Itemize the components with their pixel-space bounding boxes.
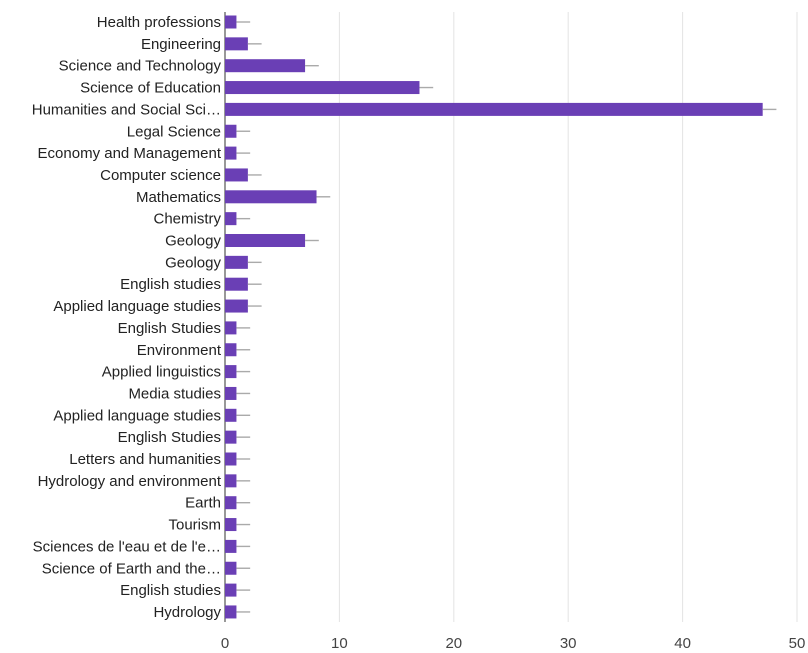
category-label: Legal Science — [127, 123, 221, 140]
bar — [225, 605, 237, 619]
category-label: Science of Education — [80, 80, 221, 97]
category-label: Applied linguistics — [102, 364, 221, 381]
category-label: Science of Earth and the… — [42, 560, 221, 577]
bar — [225, 15, 237, 29]
category-label: Mathematics — [136, 189, 221, 206]
x-tick-label: 10 — [331, 635, 348, 652]
bar — [225, 102, 763, 116]
bar — [225, 430, 237, 444]
bar — [225, 37, 248, 51]
category-label: Sciences de l'eau et de l'e… — [33, 538, 221, 555]
category-label: Humanities and Social Sci… — [32, 101, 221, 118]
category-label: Computer science — [100, 167, 221, 184]
x-tick-label: 40 — [674, 635, 691, 652]
bar — [225, 299, 248, 313]
bar — [225, 343, 237, 357]
x-tick-label: 20 — [445, 635, 462, 652]
bar — [225, 190, 317, 204]
bar — [225, 255, 248, 269]
category-label: Hydrology and environment — [38, 473, 222, 490]
bar — [225, 146, 237, 160]
bar — [225, 452, 237, 466]
bar — [225, 539, 237, 553]
error-bars — [236, 21, 777, 613]
bar — [225, 561, 237, 575]
category-label: English studies — [120, 276, 221, 293]
bar — [225, 474, 237, 488]
bar — [225, 518, 237, 532]
category-label: Chemistry — [153, 211, 221, 228]
category-label: Earth — [185, 495, 221, 512]
bar — [225, 81, 420, 95]
bar — [225, 321, 237, 335]
bars — [225, 15, 763, 619]
category-label: English Studies — [118, 429, 221, 446]
category-label: Environment — [137, 342, 222, 359]
x-tick-label: 50 — [789, 635, 806, 652]
bar — [225, 365, 237, 379]
category-label: Health professions — [97, 14, 221, 31]
category-label: English studies — [120, 582, 221, 599]
bar — [225, 212, 237, 226]
bar — [225, 496, 237, 510]
x-tick-label: 0 — [221, 635, 229, 652]
bar — [225, 124, 237, 138]
bar — [225, 234, 306, 247]
category-label: English Studies — [118, 320, 221, 337]
category-labels: Health professions Engineering Science and… — [32, 14, 222, 621]
category-label: Economy and Management — [38, 145, 222, 162]
x-tick-label: 30 — [560, 635, 577, 652]
bar — [225, 277, 248, 291]
category-label: Letters and humanities — [69, 451, 221, 468]
bar — [225, 59, 306, 73]
category-label: Media studies — [128, 385, 221, 402]
x-tick-labels: 0 10 20 30 40 50 — [221, 635, 806, 652]
bar — [225, 386, 237, 400]
category-label: Hydrology — [153, 604, 221, 621]
category-label: Tourism — [168, 517, 221, 534]
bar — [225, 168, 248, 182]
bar — [225, 408, 237, 422]
bar — [225, 583, 237, 597]
category-label: Science and Technology — [59, 58, 222, 75]
category-label: Geology — [165, 233, 221, 250]
category-label: Applied language studies — [53, 298, 221, 315]
category-label: Engineering — [141, 36, 221, 53]
category-label: Geology — [165, 254, 221, 271]
category-label: Applied language studies — [53, 407, 221, 424]
